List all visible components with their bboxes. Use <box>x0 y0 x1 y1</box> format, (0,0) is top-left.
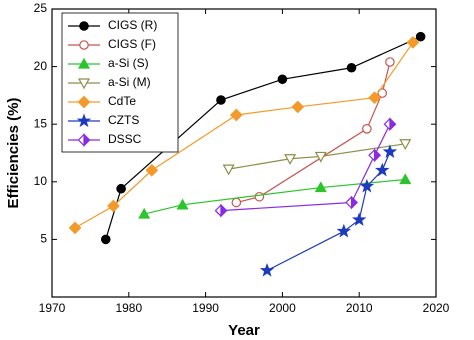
x-tick-label: 1990 <box>192 301 219 315</box>
y-tick-label: 5 <box>40 232 47 246</box>
marker <box>79 40 89 50</box>
marker <box>116 183 126 194</box>
y-tick-label: 15 <box>34 116 48 130</box>
legend-label: CZTS <box>108 113 139 127</box>
marker <box>399 173 412 185</box>
marker <box>345 195 358 210</box>
series-line <box>220 123 391 212</box>
marker <box>336 223 352 238</box>
marker <box>385 57 395 67</box>
marker <box>368 148 381 163</box>
y-tick-label: 10 <box>34 174 48 188</box>
marker <box>231 197 242 208</box>
marker <box>107 199 120 213</box>
marker <box>314 181 327 193</box>
marker <box>284 154 297 165</box>
marker <box>368 91 381 105</box>
y-axis-title: Efficiencies (%) <box>5 98 22 209</box>
marker <box>229 108 243 122</box>
x-tick-label: 2010 <box>346 301 373 315</box>
legend-label: a-Si (S) <box>108 56 149 70</box>
marker <box>406 36 420 49</box>
marker <box>362 124 372 134</box>
marker <box>259 262 275 277</box>
marker <box>254 191 265 202</box>
legend-label: CIGS (F) <box>108 37 156 51</box>
legend-label: a-Si (M) <box>108 75 151 89</box>
x-tick-label: 2000 <box>269 301 296 315</box>
marker <box>399 139 412 151</box>
marker <box>352 212 367 226</box>
series-line <box>228 143 406 170</box>
x-tick-label: 1980 <box>115 301 142 315</box>
marker <box>216 95 226 105</box>
legend-label: CdTe <box>108 94 136 108</box>
marker <box>77 133 91 147</box>
plot-frame <box>51 8 437 298</box>
marker <box>291 100 305 114</box>
marker <box>382 144 398 158</box>
series-line <box>144 178 406 215</box>
marker <box>214 203 228 218</box>
marker <box>277 74 288 85</box>
marker <box>76 113 92 128</box>
marker <box>68 221 82 235</box>
marker-half <box>389 117 397 132</box>
series-line <box>266 151 391 272</box>
y-tick-label: 25 <box>34 1 48 15</box>
x-axis-title: Year <box>228 322 260 339</box>
marker <box>138 207 151 219</box>
marker <box>79 21 89 31</box>
marker <box>77 78 91 90</box>
y-tick-label: 20 <box>34 59 48 73</box>
marker <box>375 162 390 177</box>
marker <box>77 95 91 109</box>
marker <box>415 31 426 42</box>
marker-half <box>220 203 228 218</box>
marker <box>314 151 327 163</box>
marker-half <box>83 133 91 147</box>
marker <box>346 62 357 73</box>
marker <box>383 117 397 132</box>
marker <box>359 178 375 193</box>
marker-half <box>373 148 381 163</box>
marker <box>145 163 159 177</box>
series-line <box>105 36 421 240</box>
marker <box>77 57 91 69</box>
x-tick-label: 1970 <box>39 301 66 315</box>
marker <box>222 164 235 176</box>
marker <box>100 234 111 245</box>
x-tick-label: 2020 <box>423 301 450 315</box>
legend-label: CIGS (R) <box>108 18 157 32</box>
marker <box>176 198 189 210</box>
legend-label: DSSC <box>108 132 142 146</box>
marker-half <box>350 195 358 210</box>
